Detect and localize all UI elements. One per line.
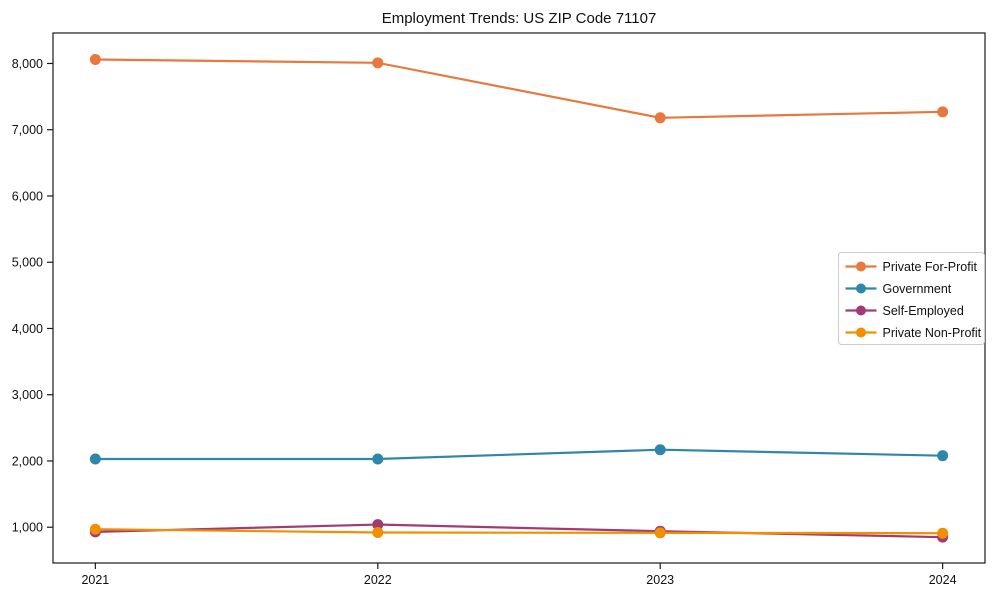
data-point-marker-private-non-profit bbox=[654, 527, 666, 539]
legend-layer: Private For-Profit Government Self-Employe… bbox=[838, 252, 985, 345]
legend-item-government: Government bbox=[845, 282, 952, 296]
legend-swatch-dot bbox=[856, 305, 866, 316]
data-point-marker-private-non-profit bbox=[372, 527, 384, 539]
series-private-for-profit bbox=[89, 54, 949, 124]
data-point-marker-private-non-profit bbox=[89, 523, 101, 535]
legend-swatch-dot bbox=[856, 261, 866, 272]
y-axis-tick-label: 7,000 bbox=[12, 123, 43, 137]
y-axis-tick-label: 4,000 bbox=[12, 322, 43, 336]
y-axis-tick-label: 5,000 bbox=[12, 256, 43, 270]
series-private-non-profit bbox=[89, 523, 949, 539]
legend-item-private-for-profit: Private For-Profit bbox=[845, 260, 978, 274]
data-point-marker-government bbox=[654, 444, 666, 456]
data-point-marker-private-for-profit bbox=[937, 106, 949, 118]
x-axis-tick-label: 2023 bbox=[646, 573, 674, 587]
legend-box bbox=[838, 252, 985, 345]
y-axis-tick-label: 3,000 bbox=[12, 388, 43, 402]
legend-label: Private Non-Profit bbox=[883, 326, 982, 340]
data-point-marker-government bbox=[89, 453, 101, 465]
data-point-marker-private-for-profit bbox=[372, 57, 384, 69]
x-axis-tick-label: 2022 bbox=[364, 573, 392, 587]
legend-item-self-employed: Self-Employed bbox=[845, 304, 964, 318]
series-line-private-for-profit bbox=[94, 58, 944, 119]
x-axis-tick-label: 2024 bbox=[929, 573, 957, 587]
data-point-marker-private-for-profit bbox=[89, 54, 101, 65]
series-line-government bbox=[94, 448, 944, 461]
legend-item-private-non-profit: Private Non-Profit bbox=[845, 326, 982, 340]
series-layer bbox=[89, 54, 949, 543]
axes-layer: 1,000 2,000 3,000 4,000 5,000 6,000 7,000 8,000… bbox=[12, 32, 986, 587]
y-axis-tick-label: 2,000 bbox=[12, 454, 43, 468]
series-government bbox=[89, 444, 949, 465]
data-point-marker-government bbox=[937, 450, 949, 462]
legend-swatch-dot bbox=[856, 327, 866, 338]
series-line-self-employed bbox=[94, 523, 944, 539]
y-axis-tick-label: 6,000 bbox=[12, 189, 43, 203]
data-point-marker-self-employed bbox=[372, 519, 384, 531]
legend-label: Government bbox=[883, 282, 952, 296]
data-point-marker-government bbox=[372, 453, 384, 465]
chart-title: Employment Trends: US ZIP Code 71107 bbox=[382, 10, 657, 27]
data-point-marker-private-non-profit bbox=[937, 527, 949, 539]
legend-label: Self-Employed bbox=[883, 304, 964, 318]
data-point-marker-private-for-profit bbox=[654, 112, 666, 124]
legend-swatch-dot bbox=[856, 283, 866, 294]
series-line-private-non-profit bbox=[94, 528, 944, 535]
y-axis-tick-label: 1,000 bbox=[12, 521, 43, 535]
y-axis-tick-label: 8,000 bbox=[12, 57, 43, 71]
legend-label: Private For-Profit bbox=[883, 260, 978, 274]
x-axis-tick-label: 2021 bbox=[81, 573, 109, 587]
